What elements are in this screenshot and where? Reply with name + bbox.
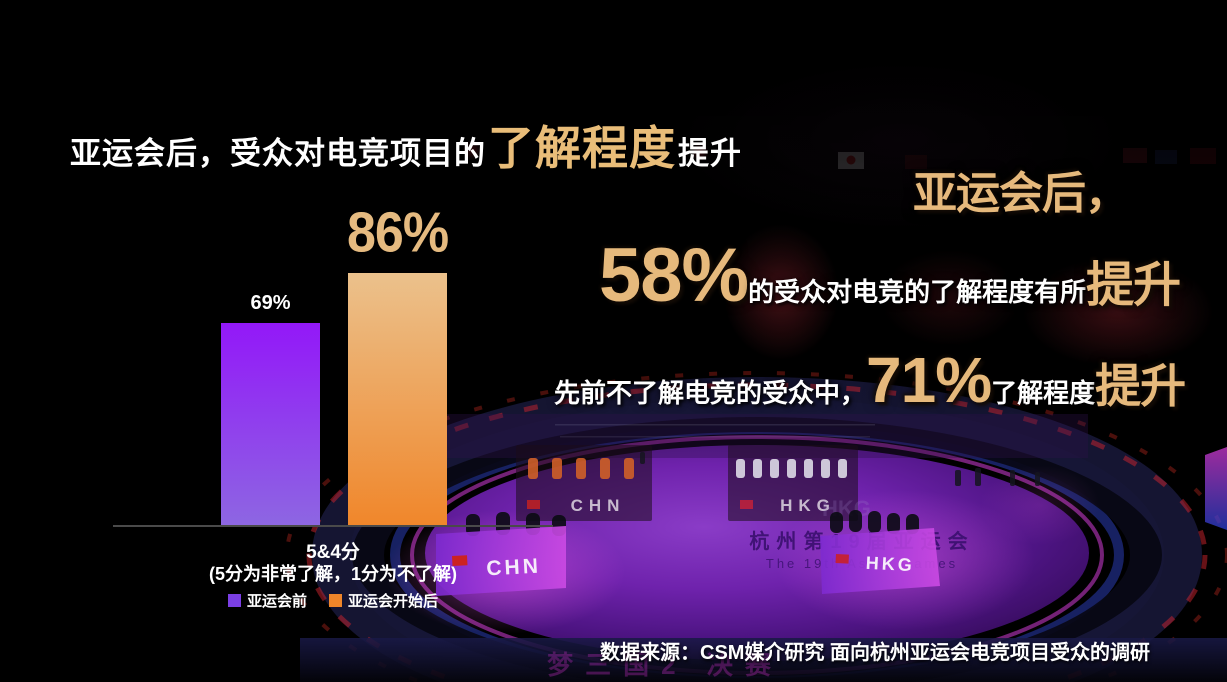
callout-line1: 亚运会后， [913, 169, 1129, 218]
legend-swatch [227, 594, 241, 607]
axis-line [113, 525, 553, 527]
category-label: 5&4分 [306, 542, 360, 563]
legend-label: 亚运会开始后 [348, 593, 439, 610]
bar-value-label: 86% [347, 201, 449, 265]
bar-value-label: 69% [250, 292, 291, 314]
category-note: (5分为非常了解，1分为不了解) [208, 564, 457, 584]
title-prefix: 亚运会后，受众对电竞项目的 [70, 136, 486, 171]
callout-line3-number: 71% [866, 344, 992, 416]
callout-line2-emphasis: 提升 [1086, 259, 1181, 312]
callout-line3-text2: 了解程度 [991, 378, 1096, 408]
legend-item-0: 亚运会前 [227, 590, 307, 611]
title-highlight: 了解程度 [488, 122, 676, 174]
bar-cell-0: 69% [221, 292, 320, 527]
legend-item-1: 亚运会开始后 [329, 590, 438, 611]
callout-line2-text: 的受众对电竞的了解程度有所 [748, 277, 1087, 307]
bar-cell-1: 86% [347, 201, 449, 527]
callout-line2: 58% 的受众对电竞的了解程度有所 提升 [599, 233, 1181, 318]
bar-亚运会开始后 [348, 273, 448, 527]
callout-line3: 先前不了解电竞的受众中， 71% 了解程度 提升 [554, 344, 1186, 416]
legend-swatch [329, 594, 342, 607]
page-title: 亚运会后，受众对电竞项目的 了解程度 提升 [70, 112, 742, 178]
bar-亚运会前 [221, 323, 320, 527]
legend: 亚运会前 亚运会开始后 [113, 590, 553, 611]
callout-line3-emphasis: 提升 [1095, 360, 1186, 412]
callout-line2-number: 58% [599, 233, 749, 318]
legend-label: 亚运会前 [246, 593, 307, 610]
bar-group: 69% 86% [221, 201, 449, 527]
data-source-text: 数据来源：CSM媒介研究 面向杭州亚运会电竞项目受众的调研 [600, 642, 1150, 664]
title-suffix: 提升 [678, 136, 742, 171]
callout-line3-text: 先前不了解电竞的受众中， [554, 378, 867, 408]
